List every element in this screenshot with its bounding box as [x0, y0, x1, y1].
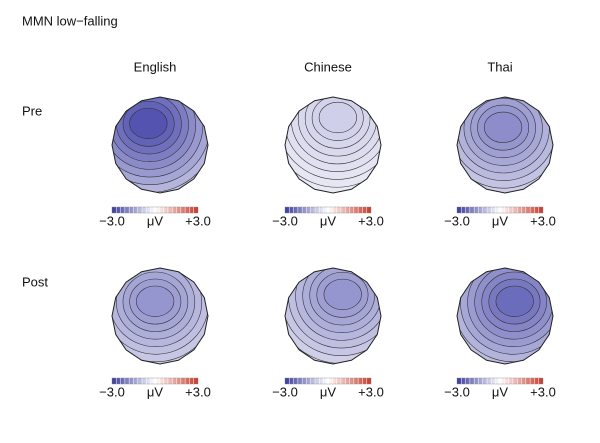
colorbar-max: +3.0 — [530, 384, 556, 399]
head-outline — [111, 96, 209, 194]
colorbar-unit: μV — [147, 213, 163, 228]
head-outline — [111, 267, 209, 365]
contour — [483, 111, 523, 143]
topomap — [111, 96, 209, 194]
colorbar-max: +3.0 — [358, 384, 384, 399]
contours — [112, 97, 208, 193]
contour — [495, 285, 534, 317]
column-label: Thai — [487, 59, 512, 74]
colorbar-unit: μV — [492, 384, 508, 399]
colorbar-max: +3.0 — [185, 384, 211, 399]
contours — [285, 268, 381, 364]
colorbar-unit: μV — [320, 213, 336, 228]
head-outline — [284, 96, 382, 194]
topomap — [456, 267, 554, 365]
topomap — [284, 267, 382, 365]
colorbar-max: +3.0 — [185, 213, 211, 228]
contour — [318, 101, 357, 134]
contours — [112, 268, 208, 364]
column-label: Chinese — [304, 59, 352, 74]
colorbar-min: −3.0 — [444, 384, 470, 399]
colorbar-max: +3.0 — [530, 213, 556, 228]
colorbar-min: −3.0 — [272, 213, 298, 228]
row-label: Pre — [22, 103, 42, 118]
figure-title: MMN low−falling — [22, 13, 118, 28]
contour — [129, 107, 168, 139]
column-label: English — [134, 59, 177, 74]
colorbar-unit: μV — [320, 384, 336, 399]
head-outline — [456, 267, 554, 365]
colorbar-unit: μV — [147, 384, 163, 399]
colorbar-max: +3.0 — [358, 213, 384, 228]
head-outline — [456, 96, 554, 194]
contours — [457, 268, 553, 364]
colorbar-min: −3.0 — [272, 384, 298, 399]
contour — [136, 285, 175, 317]
colorbar-min: −3.0 — [444, 213, 470, 228]
topomap — [111, 267, 209, 365]
colorbar-unit: μV — [492, 213, 508, 228]
colorbar-min: −3.0 — [99, 384, 125, 399]
row-label: Post — [22, 274, 48, 289]
contour — [323, 278, 362, 310]
colorbar-min: −3.0 — [99, 213, 125, 228]
head-outline — [284, 267, 382, 365]
